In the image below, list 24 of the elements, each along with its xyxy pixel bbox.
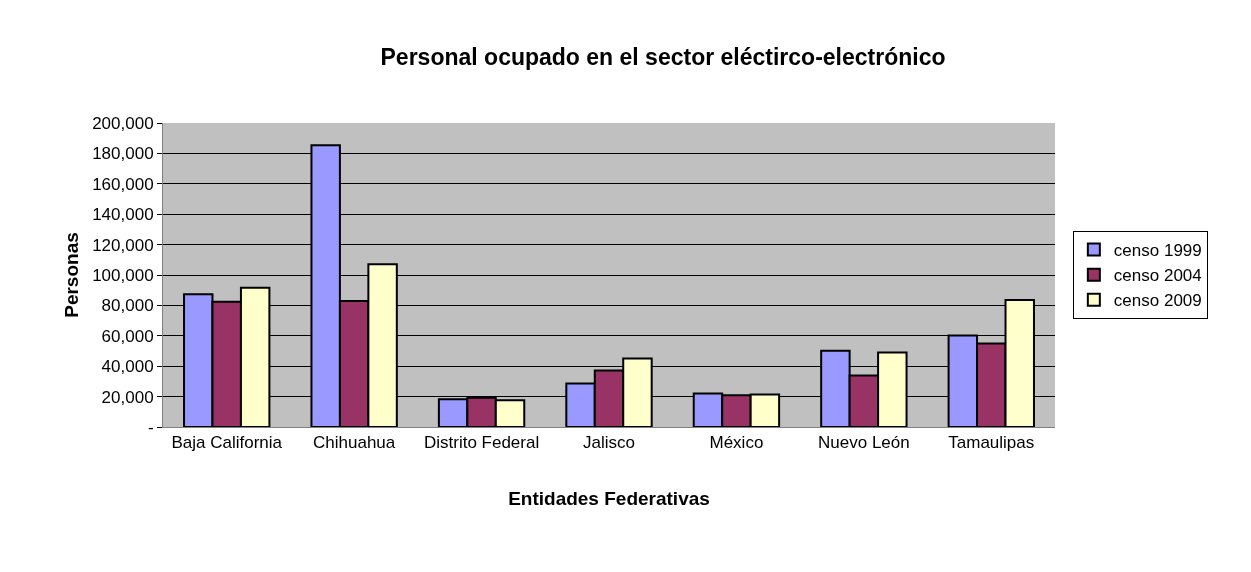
- x-tick-label: Distrito Federal: [423, 433, 540, 453]
- y-tick-label: 80,000: [101, 296, 154, 316]
- x-axis-title: Entidades Federativas: [508, 488, 710, 510]
- y-tick-label: 60,000: [101, 326, 154, 346]
- chart-title: Personal ocupado en el sector eléctirco-electrónico: [380, 44, 946, 71]
- x-tick-label: Nuevo León: [818, 433, 910, 453]
- y-tick-label: -: [147, 417, 154, 437]
- x-tick-label: Chihuahua: [313, 433, 396, 453]
- y-tick-label: 200,000: [92, 113, 154, 133]
- y-tick-label: 40,000: [101, 357, 154, 377]
- legend-label: censo 1999: [1113, 241, 1202, 261]
- legend-label: censo 2004: [1113, 266, 1202, 286]
- y-tick-label: 20,000: [101, 387, 154, 407]
- x-tick-label: Baja California: [171, 433, 283, 453]
- x-tick-label: México: [709, 433, 764, 453]
- y-tick-label: 120,000: [92, 235, 154, 255]
- y-tick-label: 100,000: [92, 265, 154, 285]
- y-tick-label: 160,000: [92, 174, 154, 194]
- y-tick-label: 140,000: [92, 205, 154, 225]
- x-tick-label: Jalisco: [583, 433, 635, 453]
- y-axis-title: Personas: [61, 232, 82, 318]
- y-tick-label: 180,000: [92, 144, 154, 164]
- legend-label: censo 2009: [1113, 291, 1202, 311]
- x-tick-label: Tamaulipas: [948, 433, 1035, 453]
